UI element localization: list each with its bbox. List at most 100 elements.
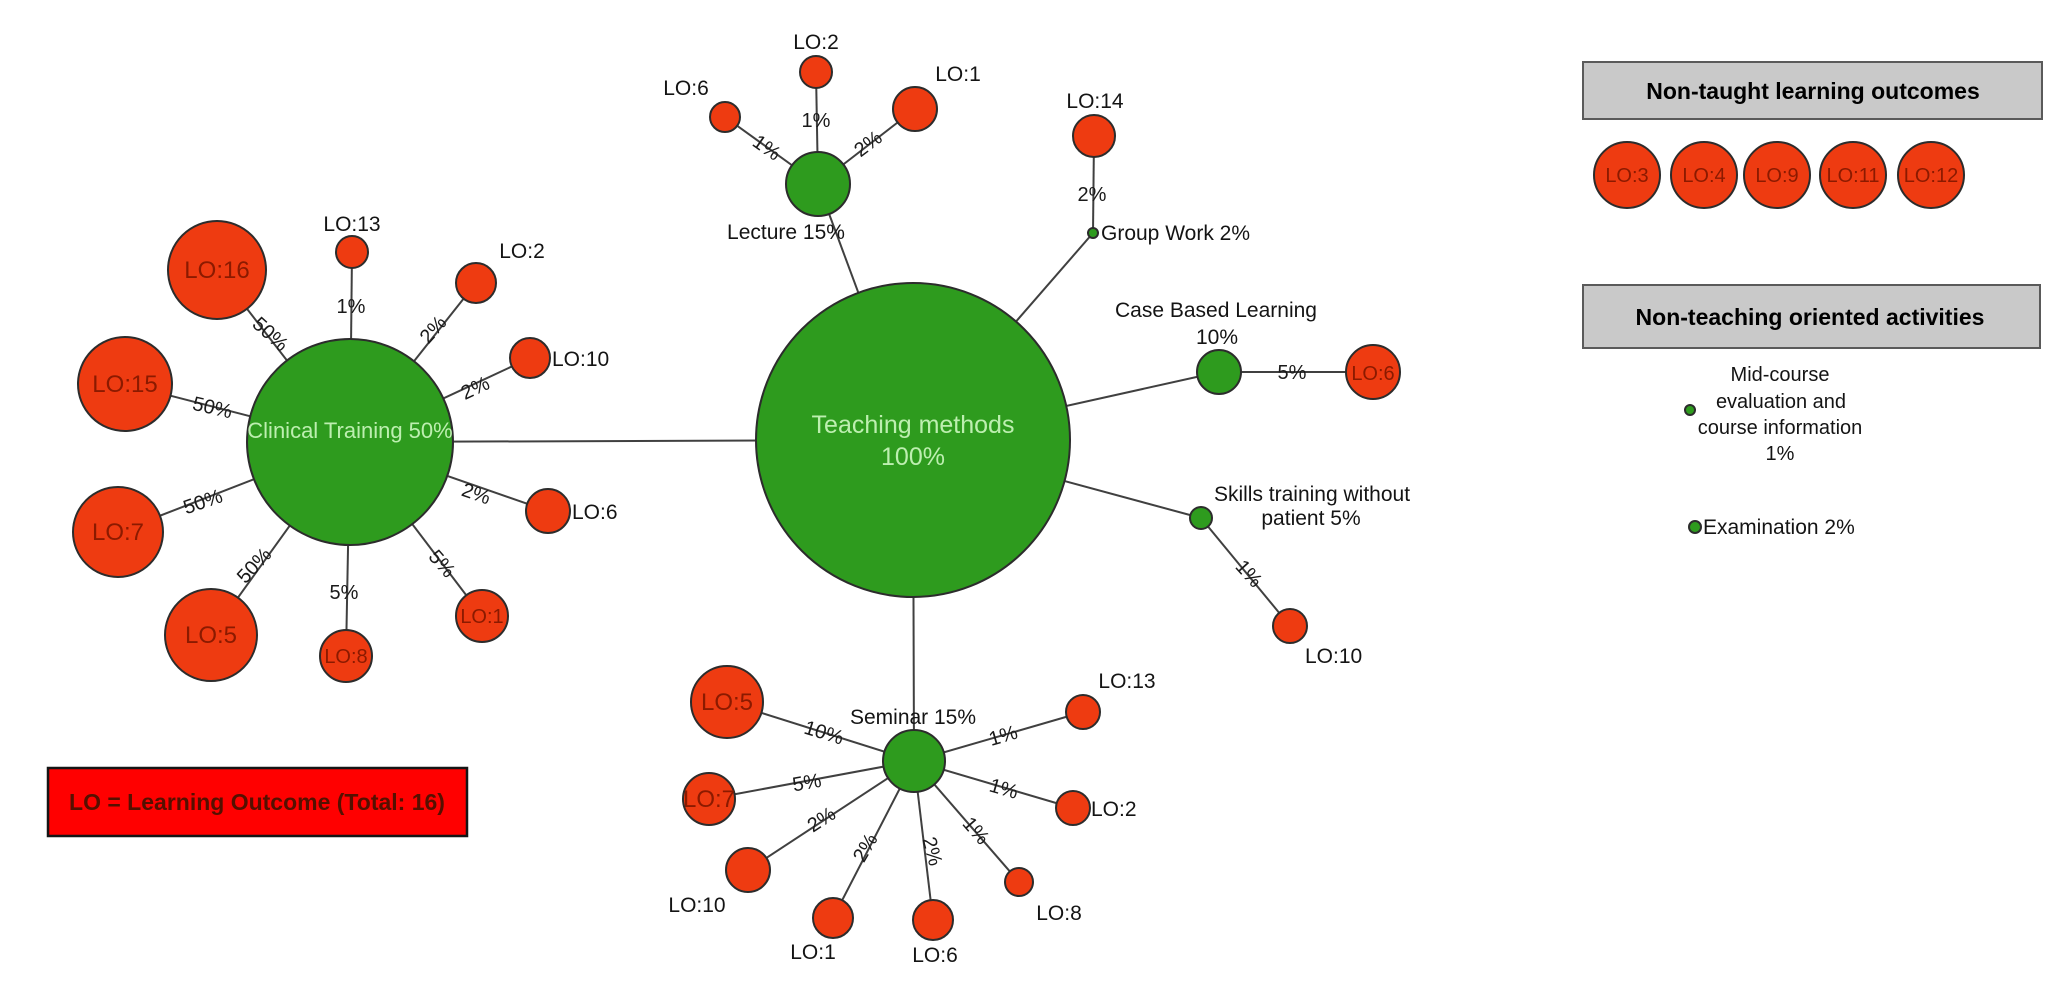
edge-label: 5% xyxy=(791,770,824,797)
note-text: LO = Learning Outcome (Total: 16) xyxy=(69,789,445,815)
node-skills-training xyxy=(1189,506,1213,530)
satellite-label: LO:14 xyxy=(1066,90,1124,113)
legend-outcome-label: LO:3 xyxy=(1605,165,1648,187)
satellite-node xyxy=(72,486,164,578)
skills-training-pct: patient 5% xyxy=(1261,507,1360,530)
midcourse-label: 1% xyxy=(1766,443,1795,465)
satellite-node xyxy=(509,337,551,379)
edge-label: 2% xyxy=(1078,184,1107,206)
satellite-label: LO:6 xyxy=(663,77,709,100)
node-seminar xyxy=(882,729,946,793)
node-case-based-learning xyxy=(1196,349,1242,395)
edge-label: 5% xyxy=(330,582,359,604)
midcourse-dot xyxy=(1684,404,1696,416)
node-lecture xyxy=(785,151,851,217)
satellite-node xyxy=(912,899,954,941)
group-work-label: Group Work 2% xyxy=(1101,222,1250,245)
edge-label: 1% xyxy=(802,110,831,132)
edge-line xyxy=(1200,517,1291,627)
nodes xyxy=(72,55,1401,941)
edge-label: 2% xyxy=(804,803,840,837)
edge-line xyxy=(708,760,915,800)
case-based-pct: 10% xyxy=(1196,326,1238,349)
legend-outcome-node xyxy=(1743,141,1811,209)
satellite-label: LO:7 xyxy=(683,786,735,813)
edge-label: 2% xyxy=(917,835,946,869)
satellite-node xyxy=(1272,608,1308,644)
examination-label: Examination 2% xyxy=(1703,516,1855,539)
midcourse-label: evaluation and xyxy=(1716,391,1846,413)
satellite-label: LO:8 xyxy=(324,646,367,668)
edge-label: 50% xyxy=(233,544,277,588)
edge-label: 1% xyxy=(337,296,366,318)
satellite-node xyxy=(690,665,764,739)
node-teaching-methods xyxy=(755,282,1071,598)
edge-label: 5% xyxy=(424,546,460,582)
satellite-node xyxy=(725,847,771,893)
satellite-node xyxy=(1065,694,1101,730)
satellite-label: LO:13 xyxy=(1098,670,1155,693)
legend-title: Non-teaching oriented activities xyxy=(1636,304,1985,330)
legend-outcome-node xyxy=(1897,141,1965,209)
satellite-label: LO:1 xyxy=(935,63,981,86)
satellite-label: LO:6 xyxy=(1351,363,1394,385)
note-box xyxy=(46,766,469,838)
satellite-label: LO:2 xyxy=(793,31,839,54)
edge-label: 10% xyxy=(801,717,846,750)
legend-header-box xyxy=(1582,61,2043,120)
edge-label: 5% xyxy=(1278,362,1307,384)
legend-outcome-node xyxy=(1819,141,1887,209)
legend-non-taught: Non-taught learning outcomes LO:3 LO:4 L… xyxy=(1582,61,2043,209)
clinical-training-label: Clinical Training 50% xyxy=(247,418,452,443)
satellite-label: LO:2 xyxy=(499,240,545,263)
satellite-label: LO:16 xyxy=(184,257,249,284)
satellite-node xyxy=(164,588,258,682)
legend-outcome-label: LO:12 xyxy=(1904,165,1958,187)
edge-label: 2% xyxy=(416,312,452,348)
satellite-node xyxy=(455,262,497,304)
satellite-node xyxy=(335,235,369,269)
edge-label: 2% xyxy=(849,830,883,866)
edge-label: 1% xyxy=(748,131,784,166)
legend-non-teaching: Non-teaching oriented activities Mid-cou… xyxy=(1582,284,2041,539)
satellite-node xyxy=(799,55,833,89)
teaching-methods-pct: 100% xyxy=(881,443,945,471)
node-clinical-training xyxy=(246,338,454,546)
edge-label: 2% xyxy=(850,127,886,162)
satellite-label: LO:10 xyxy=(1305,645,1362,668)
satellite-label: LO:6 xyxy=(572,501,618,524)
satellite-node xyxy=(812,897,854,939)
legend-outcome-label: LO:9 xyxy=(1755,165,1798,187)
note: LO = Learning Outcome (Total: 16) xyxy=(46,766,469,838)
edge-line xyxy=(747,760,915,871)
node-group-work xyxy=(1087,227,1099,239)
examination-dot xyxy=(1688,520,1702,534)
satellite-node xyxy=(455,589,509,643)
skills-training-label: Skills training without xyxy=(1214,483,1410,506)
legend-outcome-label: LO:4 xyxy=(1682,165,1725,187)
satellite-label: LO:5 xyxy=(185,622,237,649)
satellite-node xyxy=(1055,790,1091,826)
edge-label: 2% xyxy=(459,479,494,509)
teaching-methods-label: Teaching methods xyxy=(812,411,1015,439)
satellite-label: LO:1 xyxy=(460,606,503,628)
satellite-node xyxy=(525,488,571,534)
satellite-label: LO:5 xyxy=(701,689,753,716)
satellite-node xyxy=(77,336,173,432)
satellite-label: LO:7 xyxy=(92,519,144,546)
legend-header-box xyxy=(1582,284,2041,349)
satellite-node xyxy=(1345,344,1401,400)
satellite-label: LO:15 xyxy=(92,371,157,398)
midcourse-label: course information xyxy=(1698,417,1863,439)
lecture-label: Lecture 15% xyxy=(727,221,845,244)
seminar-label: Seminar 15% xyxy=(850,706,976,729)
satellite-node xyxy=(709,101,741,133)
midcourse-label: Mid-course xyxy=(1731,364,1830,386)
satellite-node xyxy=(167,220,267,320)
satellite-label: LO:2 xyxy=(1091,798,1137,821)
satellite-label: LO:8 xyxy=(1036,902,1082,925)
satellite-node xyxy=(682,772,736,826)
satellite-label: LO:10 xyxy=(552,348,609,371)
legend-title: Non-taught learning outcomes xyxy=(1646,78,1980,104)
